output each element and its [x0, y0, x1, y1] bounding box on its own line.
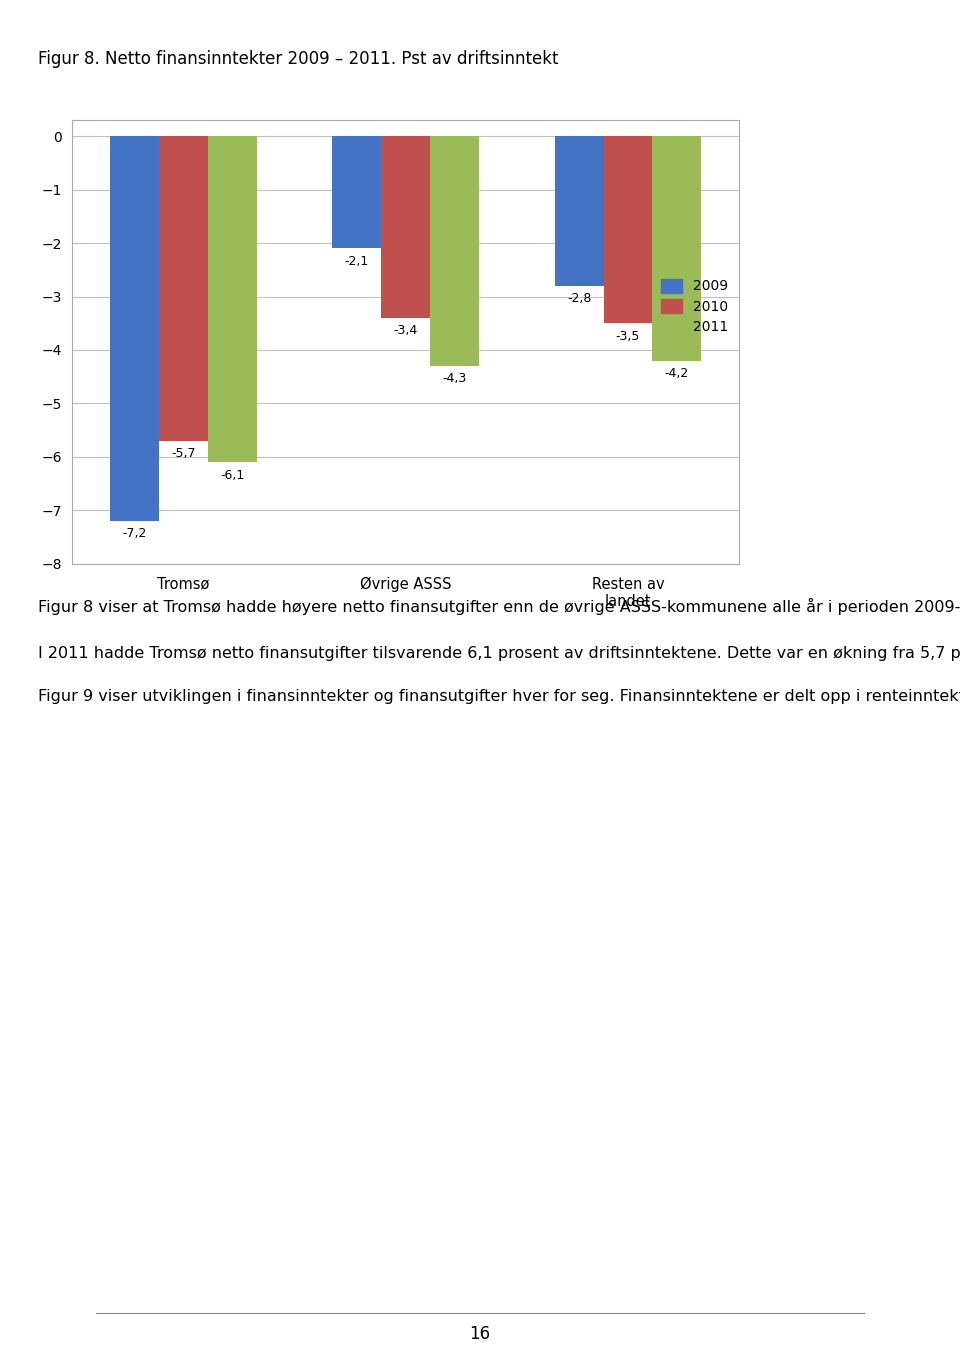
Text: -7,2: -7,2 — [122, 527, 147, 541]
Text: -6,1: -6,1 — [220, 468, 244, 482]
Text: Figur 8. Netto finansinntekter 2009 – 2011. Pst av driftsinntekt: Figur 8. Netto finansinntekter 2009 – 20… — [38, 51, 559, 68]
Text: -5,7: -5,7 — [171, 448, 196, 460]
Text: -2,8: -2,8 — [567, 292, 591, 306]
Text: Figur 8 viser at Tromsø hadde høyere netto finansutgifter enn de øvrige ASSS-kom: Figur 8 viser at Tromsø hadde høyere net… — [38, 598, 960, 704]
Text: 16: 16 — [469, 1325, 491, 1343]
Bar — [555, 136, 604, 285]
Legend: 2009, 2010, 2011: 2009, 2010, 2011 — [657, 274, 732, 339]
Bar — [158, 136, 207, 441]
Text: -3,4: -3,4 — [394, 325, 418, 337]
Bar — [207, 136, 256, 463]
Bar — [332, 136, 381, 248]
Bar — [381, 136, 430, 318]
Bar — [653, 136, 702, 360]
Text: -2,1: -2,1 — [345, 255, 369, 268]
Bar — [109, 136, 158, 521]
Text: -3,5: -3,5 — [615, 329, 640, 343]
Text: -4,2: -4,2 — [665, 367, 689, 379]
Bar — [604, 136, 653, 324]
Bar — [430, 136, 479, 366]
Text: -4,3: -4,3 — [443, 373, 467, 385]
